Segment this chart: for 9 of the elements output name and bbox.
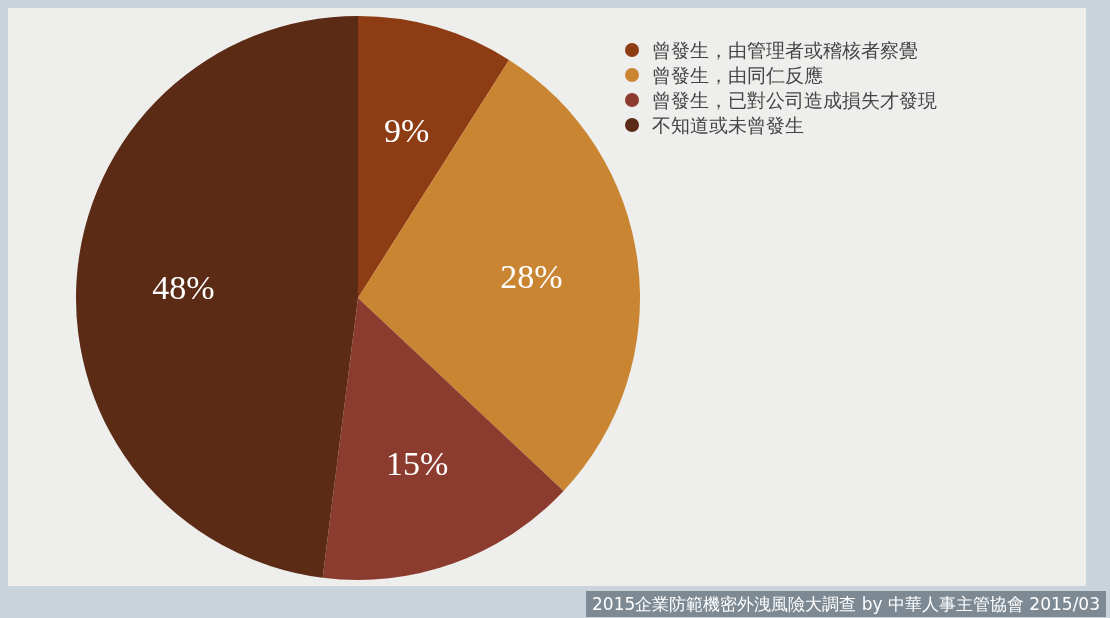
legend-label: 曾發生，已對公司造成損失才發現 <box>652 89 937 111</box>
text: 2015企業防範機密外洩風險大調查 by 中華人事主管協會 2015/03 <box>592 594 1100 614</box>
data-label: 28% <box>500 258 563 296</box>
legend-label: 曾發生，由管理者或稽核者察覺 <box>652 39 918 61</box>
data-label: 15% <box>386 444 449 482</box>
data-label: 9% <box>384 112 430 150</box>
data-label: 48% <box>152 269 215 307</box>
legend-label: 不知道或未曾發生 <box>652 114 804 136</box>
legend-label: 曾發生，由同仁反應 <box>652 64 823 86</box>
